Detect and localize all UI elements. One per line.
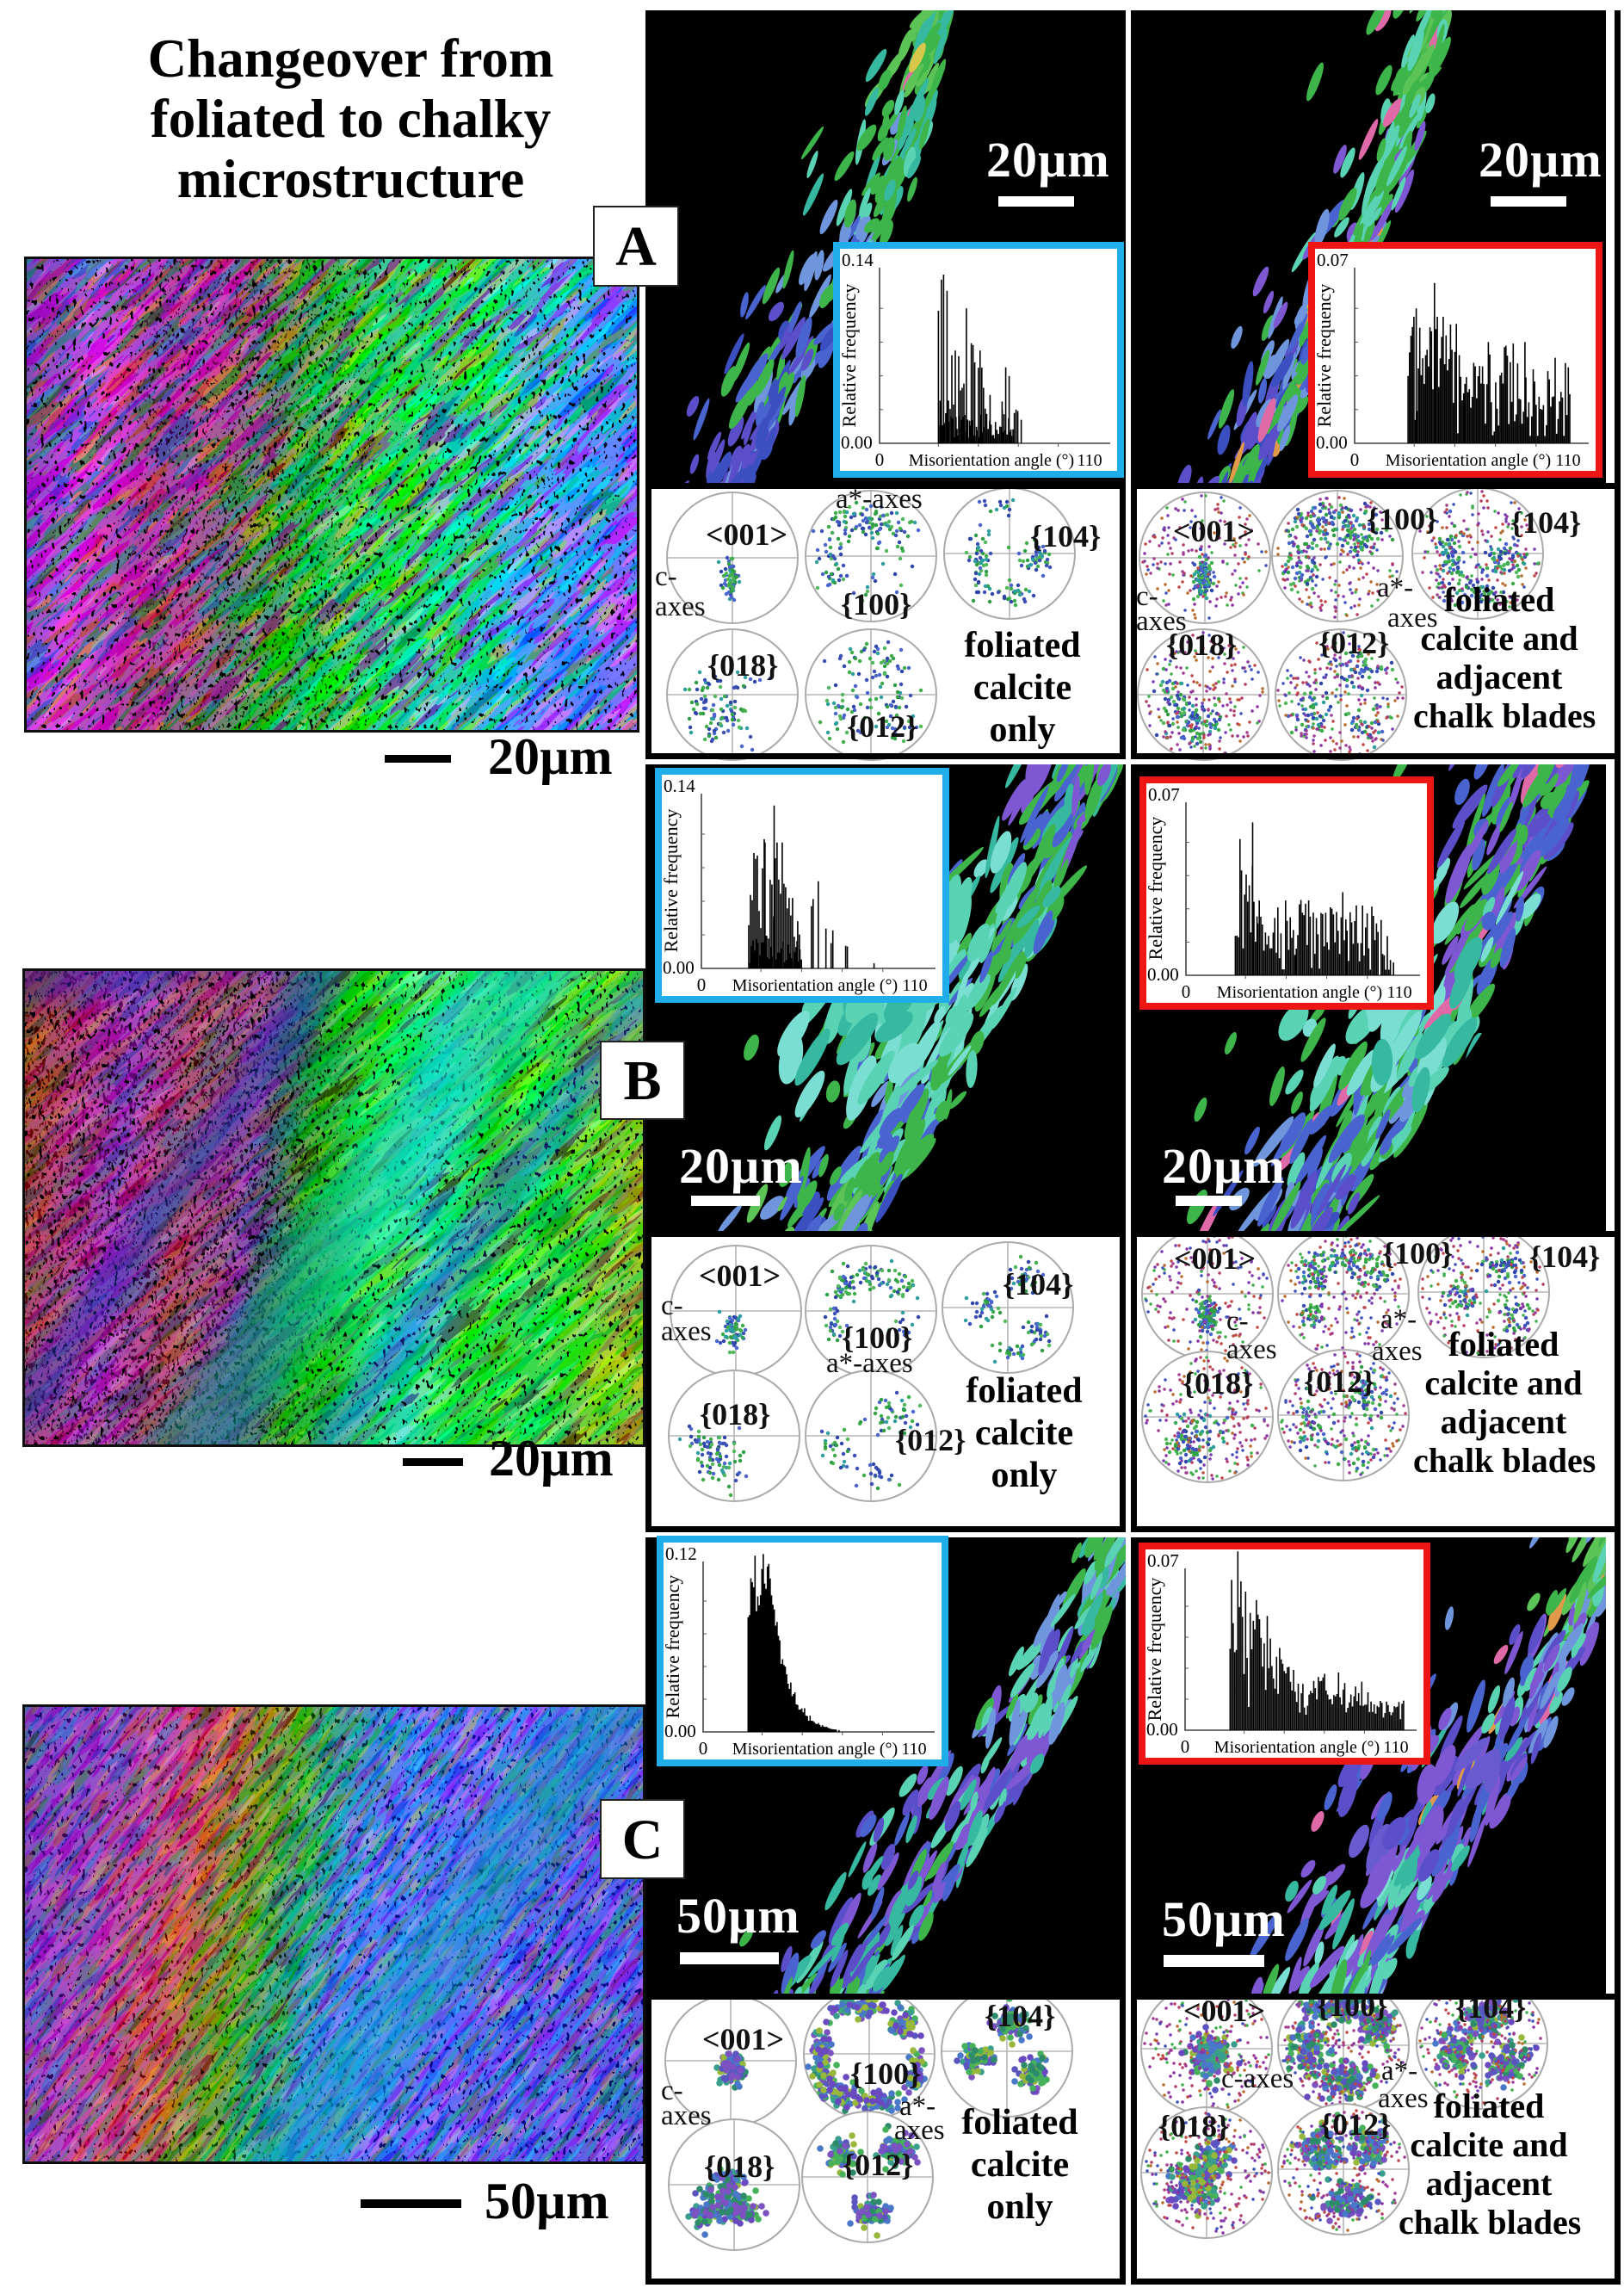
svg-text:110: 110 [1386, 983, 1411, 1002]
svg-text:110: 110 [1383, 1738, 1408, 1757]
svg-text:0.14: 0.14 [664, 776, 695, 796]
svg-text:0.00: 0.00 [841, 432, 873, 453]
svg-text:0.00: 0.00 [1147, 964, 1179, 985]
svg-text:0.00: 0.00 [663, 957, 695, 978]
svg-text:Relative frequency: Relative frequency [840, 284, 860, 428]
svg-text:Misorientation angle (°): Misorientation angle (°) [909, 451, 1074, 470]
svg-text:0: 0 [699, 1738, 708, 1759]
svg-text:0.00: 0.00 [1316, 432, 1348, 453]
svg-text:0.07: 0.07 [1317, 250, 1349, 270]
svg-text:Relative frequency: Relative frequency [1315, 284, 1335, 428]
svg-text:110: 110 [1077, 451, 1102, 470]
svg-text:0: 0 [875, 449, 885, 470]
svg-text:0: 0 [1182, 981, 1191, 1002]
svg-text:Misorientation angle (°): Misorientation angle (°) [1214, 1738, 1380, 1757]
svg-text:Relative frequency: Relative frequency [662, 809, 682, 953]
svg-text:Misorientation angle (°): Misorientation angle (°) [1386, 451, 1551, 470]
svg-text:Misorientation angle (°): Misorientation angle (°) [1217, 983, 1382, 1002]
svg-text:0.07: 0.07 [1147, 1550, 1179, 1571]
svg-text:0.07: 0.07 [1148, 784, 1180, 805]
svg-text:Relative frequency: Relative frequency [1145, 1578, 1165, 1722]
svg-text:Misorientation angle (°): Misorientation angle (°) [732, 976, 898, 995]
svg-text:110: 110 [902, 976, 927, 995]
svg-text:Relative frequency: Relative frequency [1146, 817, 1166, 961]
svg-text:0.00: 0.00 [664, 1721, 696, 1741]
svg-text:0.00: 0.00 [1146, 1719, 1178, 1740]
svg-text:0.12: 0.12 [665, 1543, 697, 1564]
svg-text:0: 0 [1350, 449, 1360, 470]
svg-text:0.14: 0.14 [842, 250, 874, 270]
svg-text:110: 110 [901, 1740, 926, 1759]
svg-text:Misorientation angle (°): Misorientation angle (°) [732, 1740, 898, 1759]
svg-text:0: 0 [1181, 1736, 1190, 1757]
svg-text:Relative frequency: Relative frequency [664, 1575, 683, 1719]
svg-text:0: 0 [697, 974, 707, 995]
svg-text:110: 110 [1555, 451, 1580, 470]
